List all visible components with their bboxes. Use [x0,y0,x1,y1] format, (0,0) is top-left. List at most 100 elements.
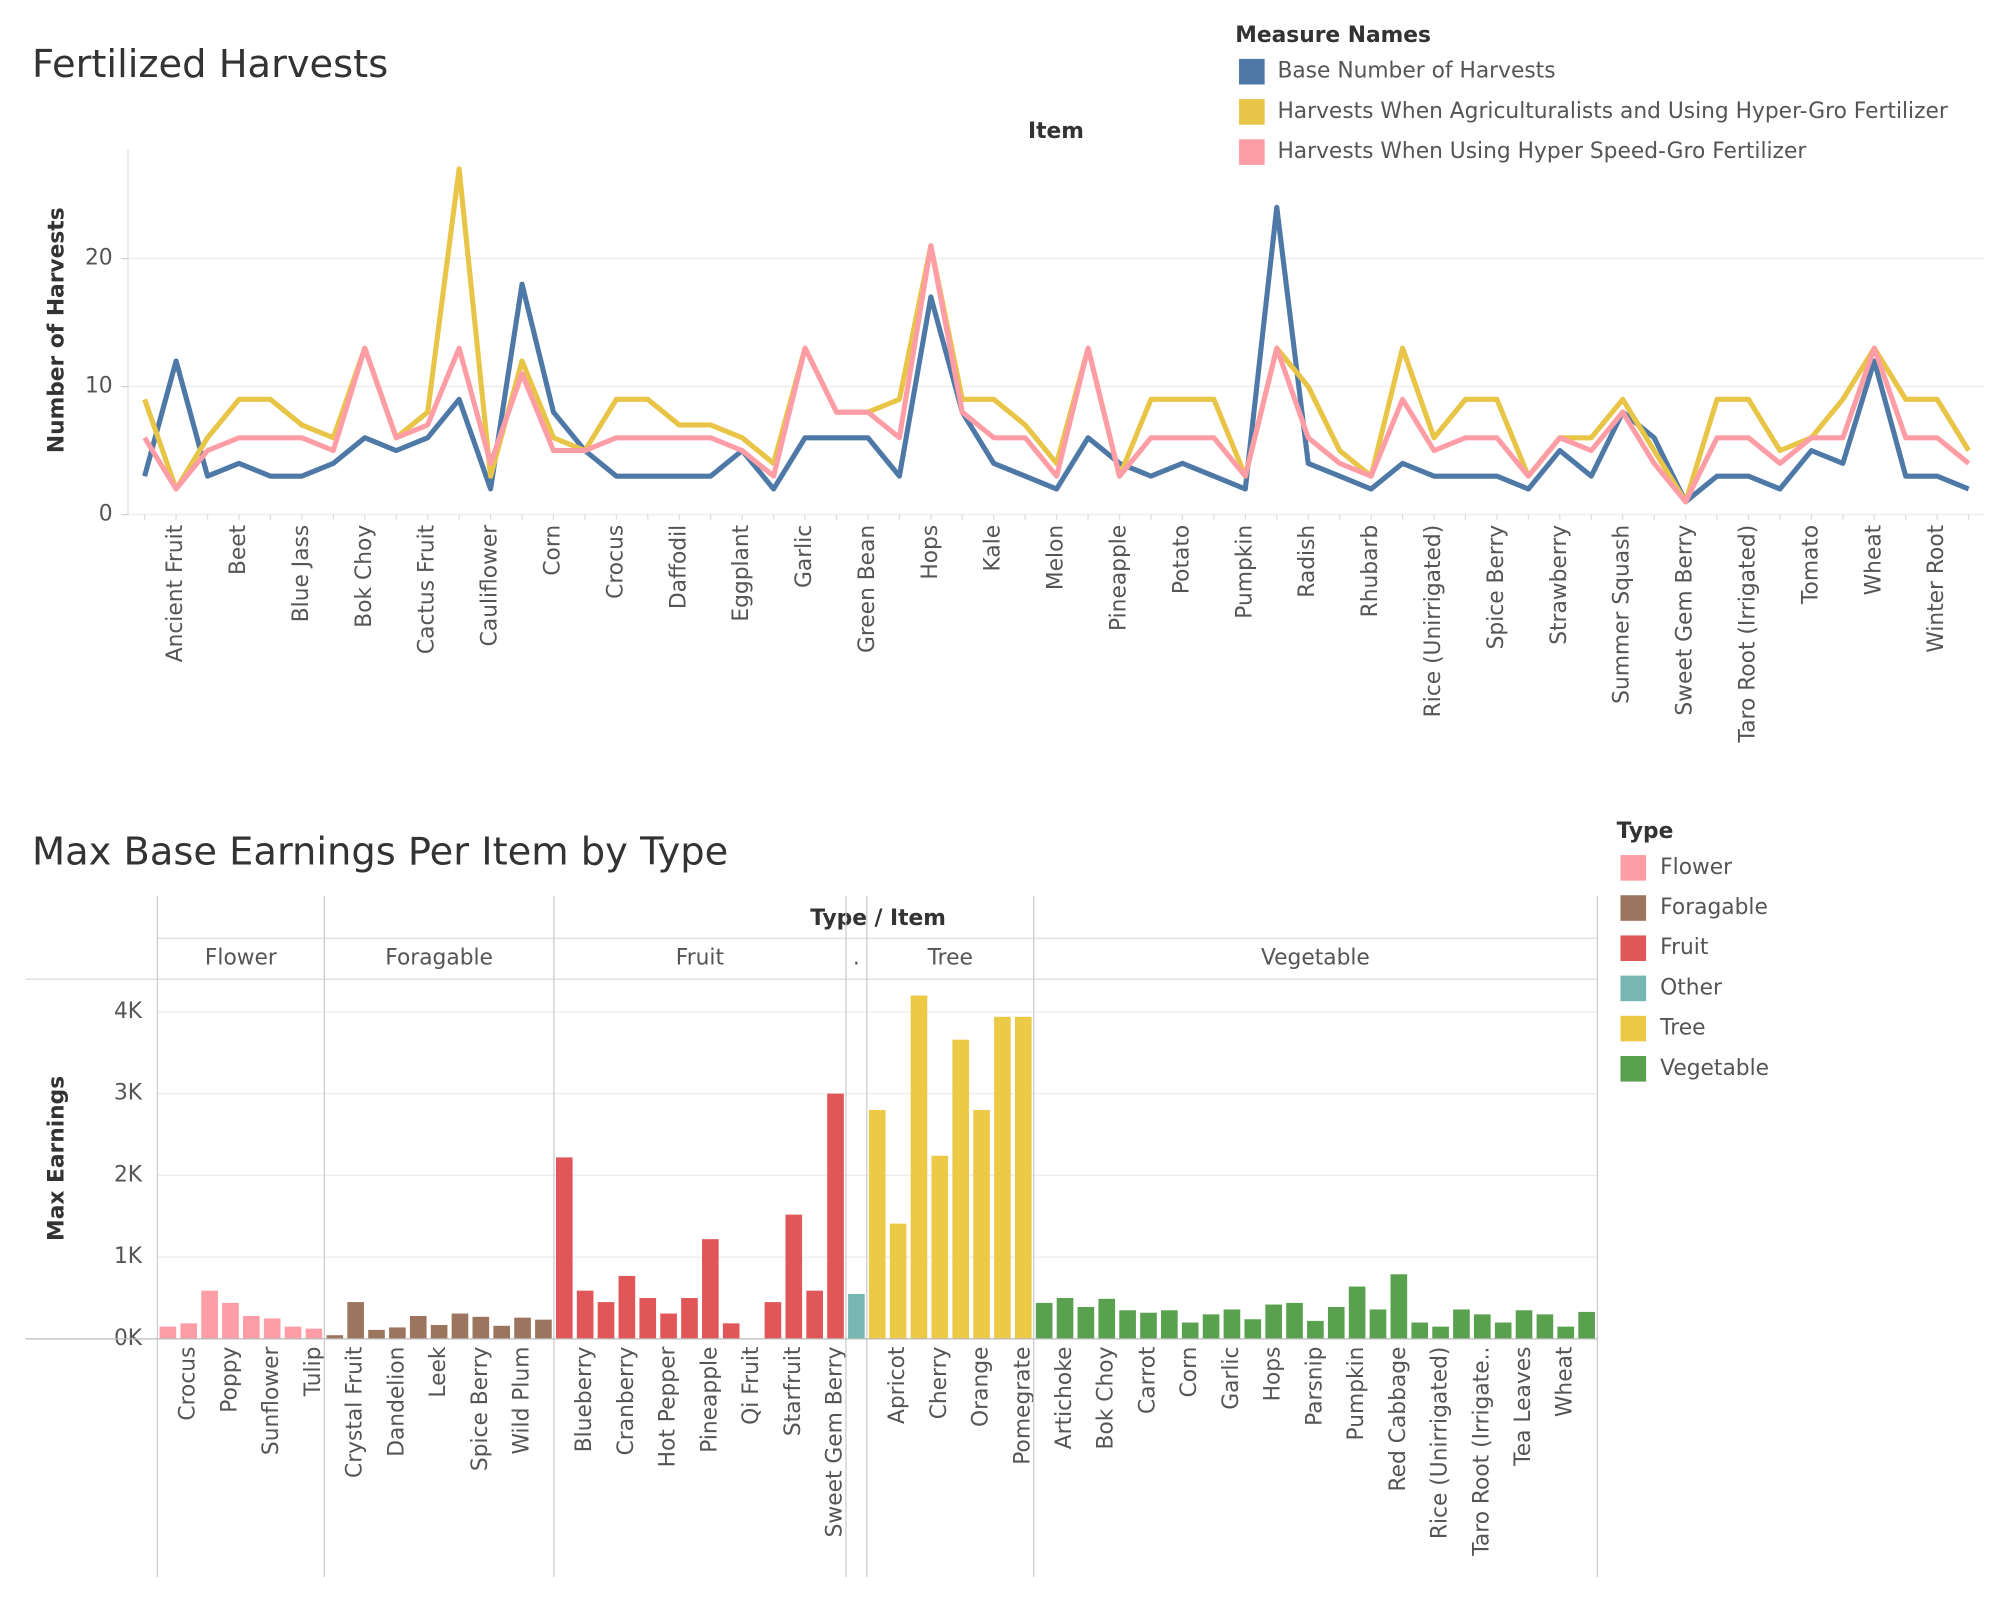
y-tick-label: 3K [114,1081,143,1106]
bar [868,1109,886,1339]
line-series [142,243,1971,505]
bar [243,1315,260,1339]
bar [263,1318,281,1339]
y-tick-label: 0 [99,502,113,527]
x-tick-label: Taro Root (Irrigate.. [1469,1347,1494,1557]
x-tick-label: Hops [918,525,943,580]
bar [368,1329,385,1339]
x-tick-label: Beet [226,525,251,575]
legend-label: Fruit [1660,935,1708,960]
group-label: Vegetable [1261,946,1370,971]
line-series [142,204,1970,505]
chart-title: Fertilized Harvests [32,42,388,87]
bar [555,1157,573,1339]
bar [1223,1309,1241,1339]
legend-title: Type [1617,819,1674,844]
bar [159,1326,177,1339]
bar [222,1302,239,1339]
bar [1161,1310,1178,1339]
x-tick-label: Wild Plum [510,1347,535,1455]
bar [910,995,928,1339]
x-tick-label: Garlic [792,525,817,588]
x-tick-label: Taro Root (Irrigated) [1736,525,1761,744]
x-tick-label: Dandelion [384,1347,409,1457]
bar [430,1324,448,1339]
bar [597,1302,615,1339]
x-tick-label: Blue Jass [289,525,314,622]
bar [1077,1306,1095,1339]
x-tick-label: Pineapple [1107,525,1132,631]
x-axis-title: Type / Item [810,906,946,931]
x-tick-label: Corn [540,525,565,576]
x-tick-label: Pumpkin [1232,525,1257,619]
legend-swatch [1620,1015,1647,1042]
bar [806,1290,823,1339]
x-tick-label: Rice (Unirrigated) [1428,1347,1453,1540]
bar [1515,1310,1533,1339]
y-axis-title: Number of Harvests [45,207,70,453]
bar [639,1298,657,1339]
bar [1432,1326,1449,1339]
legend-label: Tree [1659,1016,1705,1041]
x-tick-label: Hot Pepper [656,1347,681,1468]
x-tick-label: Rice (Unirrigated) [1421,525,1446,718]
y-tick-label: 1K [114,1244,143,1269]
bar [1035,1302,1053,1339]
x-tick-label: Cactus Fruit [415,525,440,654]
bar [1119,1310,1136,1339]
bar [201,1290,218,1339]
bar [451,1313,469,1339]
x-tick-label: Garlic [1219,1347,1244,1410]
group-label: Tree [927,946,973,971]
legend-label: Harvests When Using Hyper Speed-Gro Fert… [1277,139,1806,164]
x-tick-label: Sweet Gem Berry [823,1346,848,1537]
x-tick-label: Cauliflower [478,525,503,647]
legend-swatch [1620,975,1647,1002]
bar [952,1039,970,1339]
bar [660,1313,677,1339]
bar [1286,1302,1303,1339]
legend-swatch [1239,99,1265,125]
x-tick-label: Poppy [217,1346,242,1412]
bar [764,1302,782,1339]
x-tick-label: Spice Berry [468,1346,493,1471]
bar [722,1323,740,1339]
legend-label: Foragable [1660,895,1768,920]
bar [785,1214,803,1339]
x-tick-label: Cranberry [614,1346,639,1455]
x-tick-label: Blueberry [572,1346,597,1452]
x-tick-label: Red Cabbage [1386,1347,1411,1492]
bar [514,1317,531,1339]
legend-swatch [1239,139,1265,165]
bar [1578,1311,1595,1339]
bar [1411,1322,1429,1339]
x-tick-label: Pumpkin [1344,1347,1369,1441]
bar [1140,1312,1157,1339]
bar [1307,1320,1324,1339]
x-tick-label: Pomegrate [1010,1347,1035,1465]
x-tick-label: Radish [1295,525,1320,598]
bar [1369,1309,1387,1339]
x-tick-label: Daffodil [666,525,691,609]
bar [389,1327,406,1339]
x-tick-label: Tulip [301,1347,326,1398]
bar [1348,1286,1366,1339]
x-tick-label: Tea Leaves [1511,1347,1536,1467]
group-label: Fruit [676,946,724,971]
x-tick-label: Crystal Fruit [343,1347,368,1478]
x-tick-label: Sunflower [259,1347,284,1456]
bar [1453,1309,1470,1339]
bar [472,1316,490,1339]
y-tick-label: 2K [114,1162,143,1187]
group-label: . [853,946,860,971]
legend-swatch [1620,935,1647,962]
x-tick-label: Tomato [1798,525,1823,605]
group-label: Foragable [385,946,493,971]
legend-label: Base Number of Harvests [1277,59,1555,84]
bar [1473,1314,1491,1339]
bar [1056,1298,1074,1339]
bar [305,1328,323,1339]
bar [493,1325,511,1339]
bar [180,1323,198,1339]
